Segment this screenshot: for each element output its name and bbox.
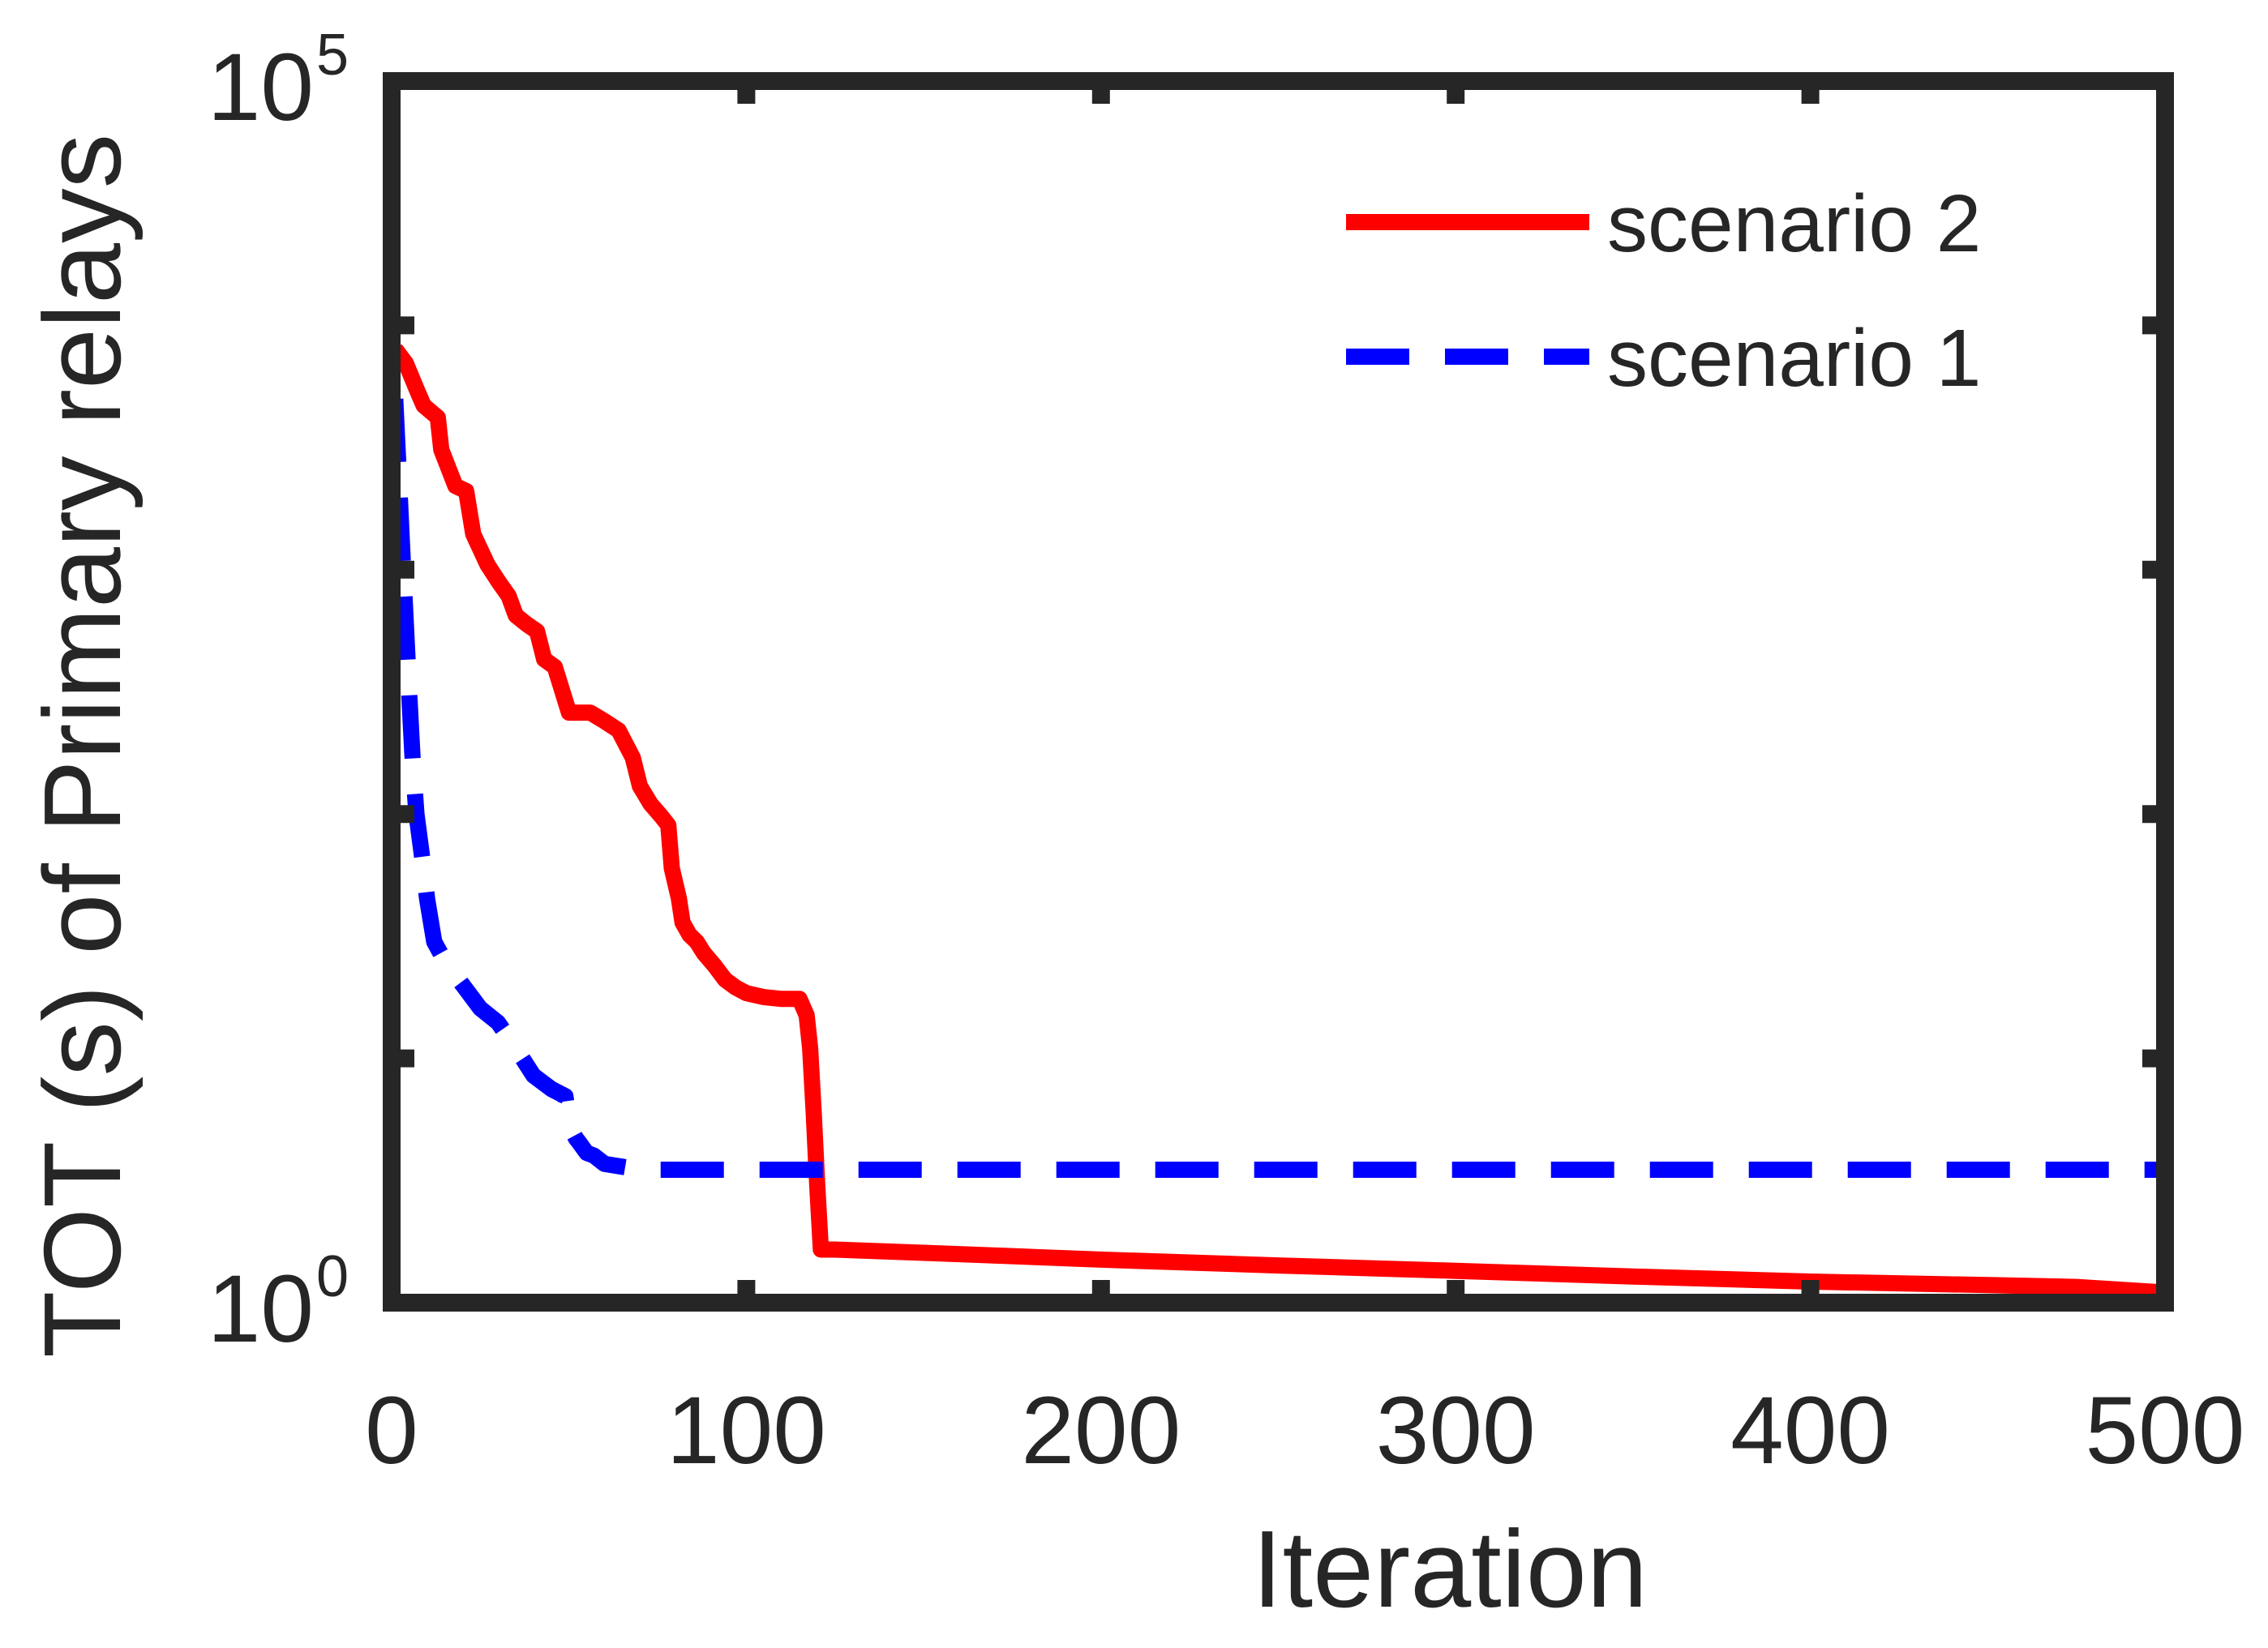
x-tick-label: 100 — [667, 1377, 826, 1484]
legend-label-scenario-1: scenario 1 — [1607, 313, 1981, 404]
y-tick-label: 10 — [208, 1256, 314, 1363]
y-tick-exponent: 0 — [316, 1244, 349, 1309]
y-tick-label: 10 — [208, 34, 314, 141]
y-tick-labels: 10 010 5 — [208, 23, 349, 1363]
legend-label-scenario-2: scenario 2 — [1607, 178, 1981, 269]
legend: scenario 2 scenario 1 — [1346, 178, 1981, 404]
x-tick-label: 200 — [1021, 1377, 1181, 1484]
x-tick-label: 0 — [365, 1377, 418, 1484]
series-layer — [387, 344, 2166, 1301]
x-axis-label: Iteration — [1252, 1508, 1648, 1630]
plot-area — [383, 72, 2174, 1312]
series-line-scenario-1 — [387, 398, 2165, 1178]
x-tick-labels: 0 100 200 300 400 500 — [365, 1377, 2244, 1484]
x-tick-label: 500 — [2086, 1377, 2245, 1484]
y-axis-label: TOT (s) of Primary relays — [21, 134, 144, 1358]
axes-box — [383, 72, 2174, 1312]
y-tick-exponent: 5 — [316, 23, 349, 88]
series-line-scenario-2 — [388, 344, 2166, 1301]
x-tick-label: 400 — [1730, 1377, 1890, 1484]
x-tick-label: 300 — [1376, 1377, 1536, 1484]
